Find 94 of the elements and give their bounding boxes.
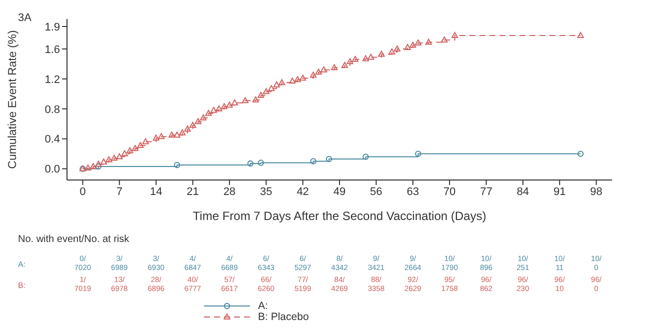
point [189, 122, 196, 128]
point [137, 142, 144, 148]
point [278, 79, 286, 86]
point [252, 96, 259, 102]
y-tick-label: 0.0 [44, 164, 60, 176]
x-tick-label: 21 [186, 186, 199, 198]
point [174, 132, 180, 138]
point [451, 32, 458, 38]
point [577, 150, 584, 157]
point [95, 163, 102, 170]
point [273, 81, 280, 88]
text: 3A [18, 12, 32, 24]
point [352, 56, 359, 62]
point [210, 106, 218, 113]
x-tick-label: 14 [150, 186, 162, 198]
y-tick-label: 0.8 [44, 104, 60, 116]
point [116, 153, 123, 160]
point [410, 42, 416, 48]
x-tick-label: 28 [223, 186, 236, 198]
x-tick-label: 56 [370, 186, 382, 198]
point [226, 102, 233, 108]
point [258, 92, 264, 98]
y-tick-label: 0.4 [44, 134, 60, 146]
point [394, 45, 400, 52]
point [95, 160, 102, 167]
point [310, 158, 316, 164]
point [106, 156, 112, 162]
point [132, 145, 138, 152]
point [121, 150, 128, 156]
point [247, 160, 254, 167]
point [294, 76, 301, 82]
x-tick-label: 84 [516, 186, 530, 198]
text: No. with event/No. at risk [18, 234, 130, 245]
x-tick-label: 91 [553, 186, 566, 198]
point [231, 99, 238, 106]
point [174, 162, 180, 168]
x-tick-label: 0 [80, 186, 86, 198]
point [152, 134, 160, 141]
point [326, 156, 332, 162]
point [289, 78, 296, 84]
point [310, 72, 317, 78]
point [220, 103, 228, 110]
point [110, 154, 118, 161]
x-tick-label: 7 [116, 186, 122, 198]
point [168, 132, 176, 138]
point [216, 105, 222, 112]
point [368, 54, 374, 60]
point [315, 68, 322, 75]
x-tick-label: 98 [590, 186, 602, 198]
point [184, 126, 191, 132]
x-tick-label: 35 [260, 186, 272, 198]
point [242, 97, 248, 104]
y-tick-label: 1.9 [44, 21, 60, 34]
point [362, 154, 369, 160]
point [378, 50, 385, 57]
x-tick-label: 42 [296, 186, 309, 198]
legend-label: A: [258, 300, 268, 312]
point [194, 118, 202, 124]
x-tick-label: 63 [406, 186, 419, 198]
point [441, 36, 448, 42]
x-axis-title: Time From 7 Days After the Second Vaccination (Days) [192, 209, 486, 223]
text: A: [18, 260, 26, 269]
x-tick-label: 70 [443, 186, 456, 198]
x-tick-label: 77 [480, 186, 492, 198]
point [425, 38, 432, 45]
point [262, 88, 270, 94]
point [258, 160, 264, 166]
point [341, 62, 348, 68]
point [100, 158, 107, 165]
point [142, 138, 149, 144]
point [330, 64, 338, 70]
point [362, 55, 369, 62]
point [388, 48, 396, 54]
point [126, 147, 134, 154]
point [404, 44, 411, 50]
point [577, 32, 584, 38]
point [415, 150, 422, 157]
point [84, 164, 92, 171]
point [320, 66, 328, 72]
point [414, 39, 422, 46]
y-tick-label: 1.6 [44, 44, 60, 56]
y-axis-title: Cumulative Event Rate (%) [7, 30, 20, 169]
point [300, 74, 306, 81]
point [90, 163, 96, 170]
x-tick-label: 49 [333, 186, 346, 198]
point [268, 85, 275, 92]
point [205, 110, 212, 116]
point [178, 129, 186, 136]
point [200, 114, 207, 120]
text: B: [18, 281, 26, 290]
legend-label: B: Placebo [258, 310, 309, 322]
point [158, 133, 165, 140]
y-tick-label: 1.2 [44, 74, 60, 86]
point [346, 58, 354, 64]
